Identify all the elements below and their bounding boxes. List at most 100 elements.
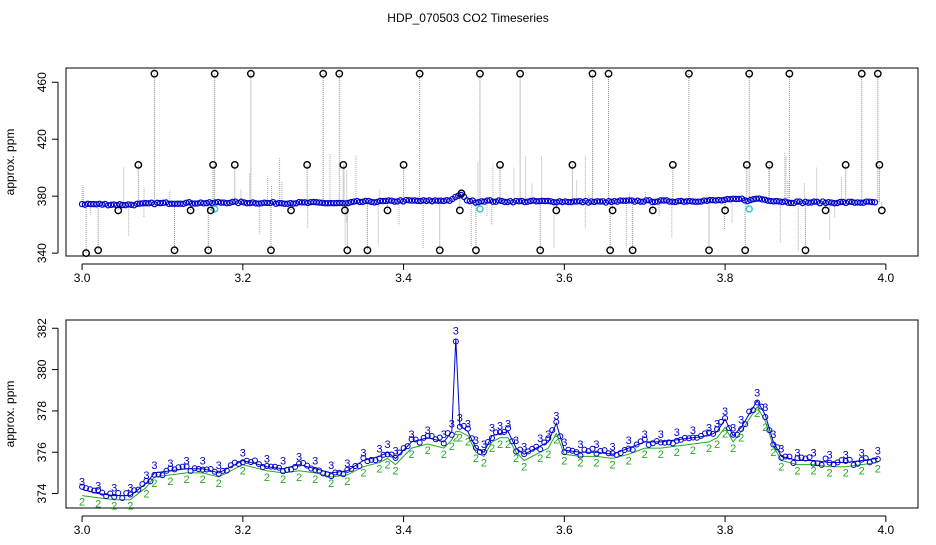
series-point: [517, 446, 524, 453]
series-marker-label: 2: [722, 428, 728, 440]
series-marker-label: 2: [730, 443, 736, 455]
series-point: [818, 461, 825, 468]
baseline-point: [229, 198, 236, 206]
baseline-point: [350, 198, 358, 205]
y-tick-label: 382: [35, 318, 49, 338]
baseline-point: [666, 198, 673, 205]
outlier-point: [94, 246, 103, 255]
series-point: [826, 459, 833, 466]
series-point: [850, 462, 857, 469]
series-marker-label: 2: [449, 441, 455, 453]
outlier-point: [204, 246, 213, 255]
series-marker-label: 3: [875, 445, 881, 457]
outlier-point: [206, 206, 215, 215]
series-marker-label: 2: [312, 474, 318, 486]
series-point: [412, 436, 419, 443]
series-point: [657, 439, 664, 446]
series-marker-label: 2: [296, 472, 302, 484]
baseline-point: [747, 196, 754, 204]
baseline-point: [240, 199, 248, 206]
series-point: [255, 461, 262, 468]
baseline-point: [345, 199, 352, 207]
baseline-point: [564, 198, 572, 206]
outlier-point: [516, 69, 525, 78]
baseline-point: [637, 198, 644, 205]
series-point: [151, 471, 158, 478]
series-point: [79, 483, 86, 490]
series-point: [348, 465, 355, 472]
bottom-y-axis: 374 376 378 380 382: [35, 318, 59, 504]
series-marker-label: 3: [537, 433, 543, 445]
series-marker-label: 3: [216, 460, 222, 472]
baseline-point: [758, 196, 766, 203]
series-point: [119, 495, 126, 502]
baseline-point: [764, 197, 772, 204]
series-marker-label: 2: [481, 457, 487, 469]
baseline-point: [382, 197, 390, 205]
x-tick-label: 4.0: [878, 271, 895, 285]
series-marker-label: 2: [143, 488, 149, 500]
series-point: [424, 433, 431, 440]
baseline-point: [695, 198, 702, 205]
outlier-point: [335, 69, 344, 78]
series-marker-label: 3: [545, 429, 551, 441]
series-point: [259, 463, 266, 470]
outlier-point: [267, 246, 275, 255]
series-marker-label: 3: [296, 452, 302, 464]
series-marker-label: 3: [794, 447, 800, 459]
series-marker-label: 2: [384, 459, 390, 471]
series-marker-label: 3: [457, 412, 463, 424]
series-marker-label: 2: [111, 501, 117, 513]
series-marker-label: 2: [409, 449, 415, 461]
series-marker-label: 2: [441, 449, 447, 461]
series-point: [416, 439, 423, 446]
series-point: [476, 449, 483, 456]
series-point: [633, 441, 640, 448]
series-point: [388, 451, 395, 458]
baseline-point: [761, 196, 769, 203]
baseline-point: [805, 199, 812, 206]
baseline-point: [787, 199, 795, 207]
series-point: [685, 435, 692, 442]
series-marker-label: 3: [521, 441, 527, 453]
y-tick-label: 374: [35, 483, 49, 503]
baseline-point: [611, 197, 618, 205]
series-point: [271, 463, 278, 470]
series-point: [147, 478, 154, 485]
series-marker-label: 2: [200, 474, 206, 486]
series-marker-label: 2: [626, 455, 632, 467]
baseline-point: [214, 198, 222, 206]
outlier-point: [341, 206, 349, 215]
series-point: [770, 441, 777, 448]
series-marker-label: 2: [457, 433, 463, 445]
baseline-point: [530, 197, 537, 204]
outlier-point: [383, 206, 392, 215]
baseline-point: [217, 199, 225, 206]
series-point: [874, 456, 881, 463]
series-point: [203, 466, 210, 473]
series-marker-label: 2: [714, 439, 720, 451]
outlier-point: [741, 246, 750, 255]
x-tick-label: 3.0: [74, 523, 91, 537]
outlier-point: [114, 206, 123, 215]
outlier-point: [186, 206, 195, 215]
series-point: [448, 431, 455, 438]
series-marker-label: 3: [240, 447, 246, 459]
baseline-point: [680, 198, 688, 205]
baseline-point: [379, 197, 387, 205]
series-marker-label: 2: [376, 464, 382, 476]
series-point: [472, 444, 479, 451]
series-point: [276, 464, 282, 471]
baseline-point: [336, 199, 343, 207]
series-marker-label: 2: [360, 468, 366, 480]
outlier-point: [705, 246, 713, 255]
baseline-point: [822, 199, 829, 207]
baseline-point: [793, 198, 800, 205]
series-marker-label: 3: [453, 326, 459, 338]
series-point: [706, 429, 713, 436]
baseline-point: [133, 200, 141, 208]
baseline-point: [573, 198, 581, 205]
baseline-point: [200, 200, 207, 207]
